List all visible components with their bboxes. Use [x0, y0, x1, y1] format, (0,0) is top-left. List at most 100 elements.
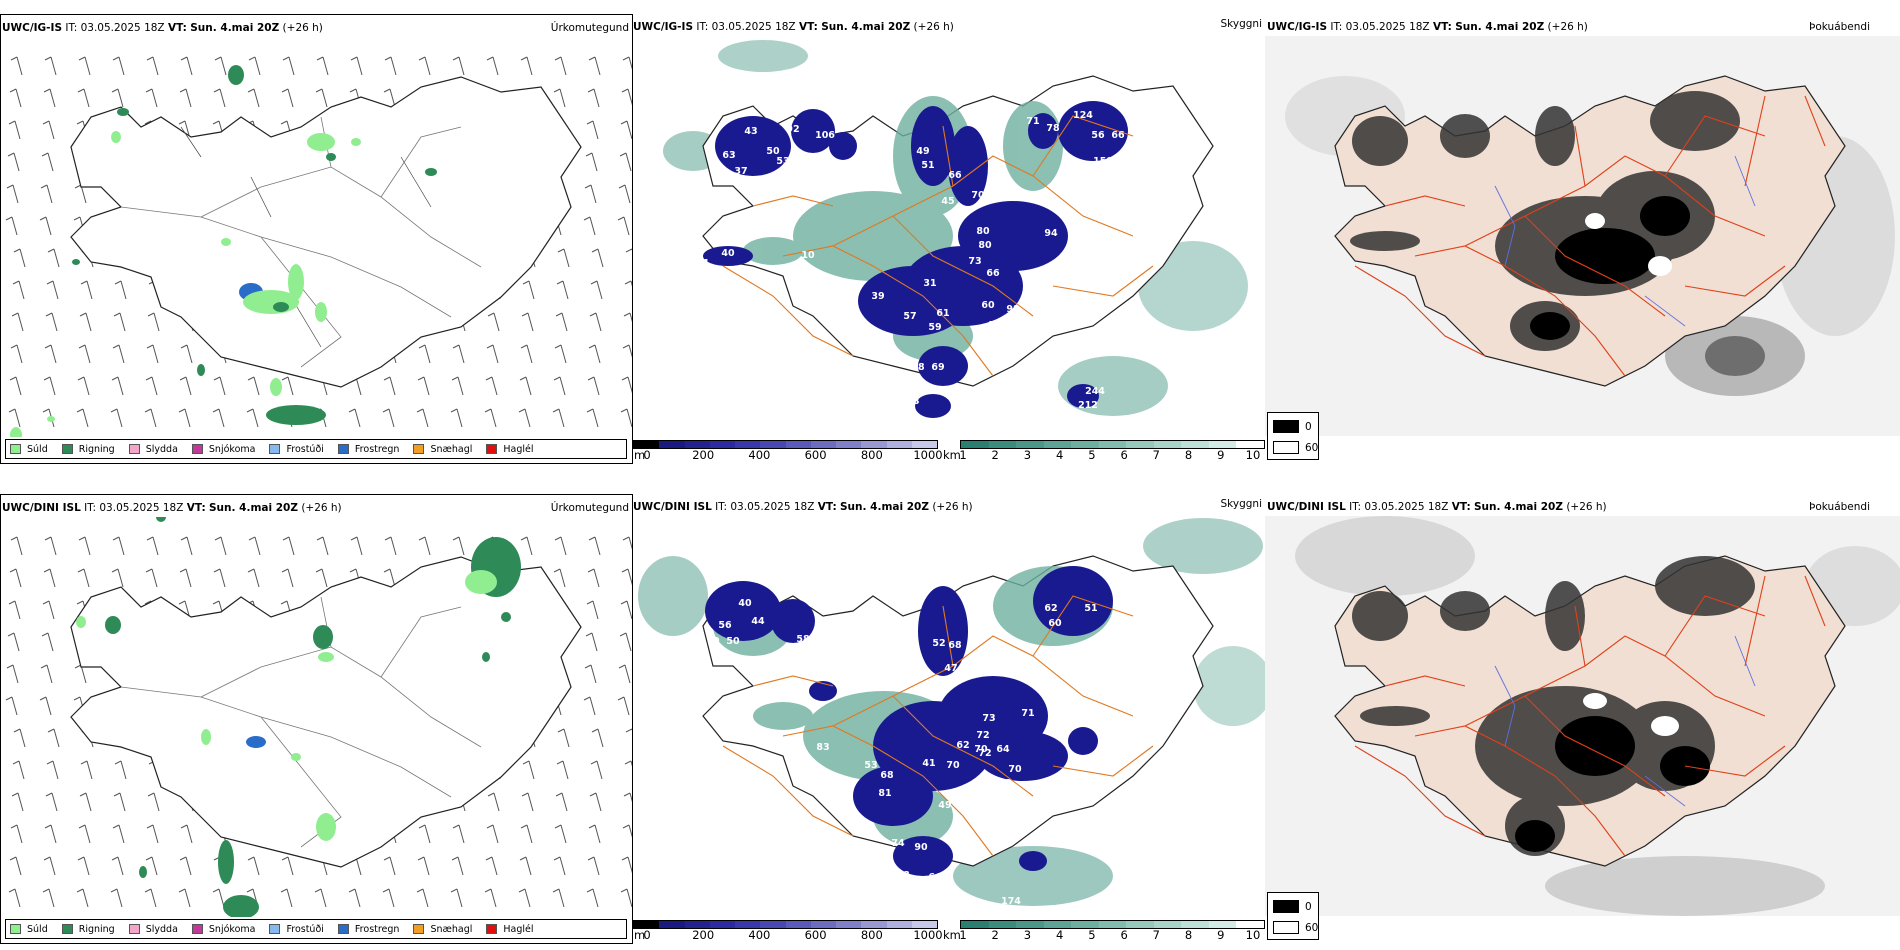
colorbar-segment — [709, 921, 735, 928]
wind-barb — [42, 120, 55, 140]
fog-swatch-0 — [1273, 420, 1299, 433]
wind-barb — [384, 536, 397, 556]
wind-barb — [80, 760, 93, 780]
cloud-base-label: 57 — [903, 311, 916, 322]
wind-barb — [623, 792, 632, 803]
colorbar-tick: 6 — [1120, 928, 1128, 942]
wind-barb — [281, 856, 294, 876]
wind-barb — [248, 536, 261, 556]
wind-barb — [42, 600, 55, 620]
visibility-unit: km — [943, 928, 961, 942]
wind-barb — [487, 792, 500, 812]
wind-barb — [585, 152, 598, 172]
wind-barb — [552, 408, 565, 428]
fog-legend: 0 60 — [1267, 412, 1319, 460]
colorbar-segment — [836, 921, 862, 928]
wind-barb — [8, 888, 21, 908]
wind-barb — [78, 536, 91, 556]
wind-barb — [586, 120, 599, 140]
wind-barb — [178, 888, 191, 908]
wind-barb — [587, 568, 600, 588]
colorbar-tick: 200 — [692, 448, 715, 462]
colorbar-segment — [1098, 921, 1127, 928]
fog-map — [1265, 516, 1900, 916]
wind-barb — [583, 216, 596, 236]
precip-type-panel-bottom: UWC/DINI ISL IT: 03.05.2025 18Z VT: Sun.… — [0, 494, 633, 944]
fog-legend-row-1: 60 — [1273, 441, 1318, 454]
wind-barb — [78, 824, 91, 844]
fog-panel-bottom: UWC/DINI ISL IT: 03.05.2025 18Z VT: Sun.… — [1265, 494, 1900, 944]
cloud-base-label: 204 — [1115, 636, 1135, 647]
wind-barb — [145, 856, 158, 876]
wind-barb — [77, 88, 90, 108]
wind-barb — [6, 664, 19, 684]
panel-header: UWC/IG-IS IT: 03.05.2025 18Z VT: Sun. 4.… — [2, 22, 323, 34]
wind-barb — [555, 312, 568, 332]
colorbar-segment — [1126, 441, 1154, 448]
colorbar-tick: 4 — [1055, 928, 1064, 942]
colorbar-segment — [886, 921, 912, 928]
wind-barb — [11, 792, 24, 812]
wind-barb — [77, 568, 90, 588]
wind-barb — [617, 216, 630, 236]
wind-barb — [590, 280, 603, 300]
legend-label: Snjókoma — [208, 923, 256, 935]
legend-swatch — [10, 924, 21, 934]
wind-barb — [39, 696, 52, 716]
wind-barb — [315, 568, 328, 588]
colorbar-segment — [911, 921, 937, 928]
cloud-base-label: 43 — [744, 126, 757, 137]
wind-barb — [282, 536, 295, 556]
wind-barb — [520, 56, 533, 76]
wind-barb — [588, 824, 601, 844]
legend-label: Haglél — [503, 443, 534, 455]
colorbar-segment — [1043, 921, 1072, 928]
cloud-base-label: 70 — [974, 744, 988, 755]
precip-type-map — [5, 56, 632, 437]
cloud-base-label: 60 — [981, 300, 995, 311]
cloud-base-label: 73 — [1101, 648, 1114, 659]
cloud-base-label: 56 — [1091, 130, 1105, 141]
legend-item-5: Frostregn — [337, 924, 399, 935]
colorbar-tick: 9 — [1217, 928, 1225, 942]
cloud-base-label: 62 — [956, 740, 969, 751]
wind-barb — [247, 568, 260, 588]
wind-barb — [554, 344, 567, 364]
cloud-base-label: 68 — [896, 870, 910, 881]
wind-barb — [10, 824, 23, 844]
precip-type-legend: Súld Rigning Slydda Snjókoma Frostúði Frostre… — [5, 919, 627, 939]
wind-barb — [44, 824, 57, 844]
cloud-base-label: 71 — [1021, 708, 1034, 719]
colorbar-tick: 6 — [1120, 448, 1128, 462]
wind-barb — [554, 56, 567, 76]
wind-barb — [485, 856, 498, 876]
wind-barb — [622, 536, 632, 550]
wind-barb — [110, 888, 123, 908]
wind-barb — [486, 344, 499, 364]
wind-barb — [590, 760, 603, 780]
colorbar-tick: 1000 — [913, 928, 943, 942]
wind-barb — [522, 280, 535, 300]
cloud-base-label: 71 — [1026, 116, 1039, 127]
wind-barb — [212, 888, 225, 908]
panel-title: Þokuábendi — [1809, 21, 1870, 33]
wind-barb — [47, 248, 60, 268]
wind-barb — [111, 88, 124, 108]
legend-swatch — [269, 444, 281, 454]
wind-barb — [39, 216, 52, 236]
precip-type-map — [5, 517, 632, 917]
cloud-base-label: 50 — [726, 636, 740, 647]
wind-barb — [246, 408, 259, 428]
wind-barb — [147, 312, 160, 332]
cloud-base-label: 70 — [971, 190, 985, 201]
visibility-unit: km — [943, 448, 961, 462]
colorbar-segment — [1236, 921, 1265, 928]
cloud-base-label: 61 — [936, 308, 949, 319]
colorbar-tick: 7 — [1152, 928, 1160, 942]
cloud-base-label: 63 — [722, 150, 735, 161]
wind-barb — [621, 568, 632, 586]
cloud-base-label: 40 — [738, 598, 752, 609]
wind-barb — [8, 120, 21, 140]
wind-barb — [42, 888, 55, 908]
colorbar-segment — [1016, 441, 1044, 448]
